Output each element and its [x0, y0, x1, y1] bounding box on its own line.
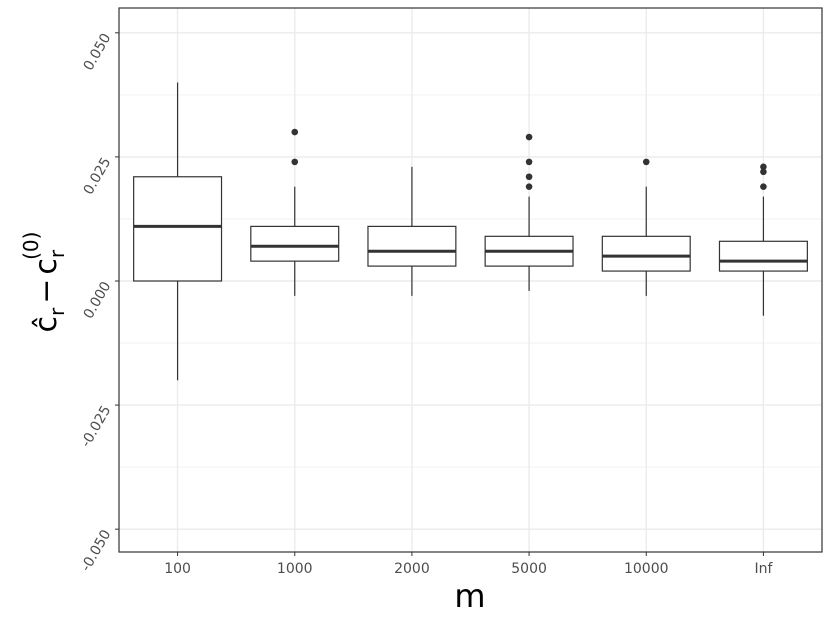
y-label-part: −: [29, 279, 64, 304]
x-tick-label: Inf: [754, 561, 773, 577]
x-tick-label: 100: [164, 561, 191, 577]
x-tick-label: 2000: [394, 561, 430, 577]
y-label-part: ĉ: [29, 316, 64, 333]
box: [250, 225, 340, 262]
box: [718, 240, 808, 272]
y-tick-label: 0.050: [81, 31, 115, 74]
x-tick-label: 1000: [277, 561, 313, 577]
box: [133, 176, 223, 282]
outlier: [642, 158, 650, 166]
y-tick-label: 0.000: [81, 279, 115, 322]
x-tick-label: 10000: [624, 561, 669, 577]
y-tick-label: -0.025: [78, 403, 114, 450]
y-label-part: c: [29, 258, 64, 275]
y-label-part: r: [45, 249, 69, 258]
box: [367, 225, 457, 267]
outlier: [525, 133, 533, 141]
outlier: [760, 163, 767, 171]
outlier: [525, 183, 533, 190]
y-label-part: (0): [19, 232, 43, 260]
y-tick-label: 0.025: [81, 155, 115, 198]
y-tick-label: -0.050: [78, 527, 114, 574]
y-label-part: r: [45, 307, 69, 316]
outlier: [760, 168, 767, 176]
outlier: [760, 183, 767, 190]
outlier: [291, 158, 299, 166]
y-axis-label: ĉr−cr(0): [19, 232, 69, 333]
outlier: [291, 128, 299, 136]
panel-border: [118, 7, 823, 553]
outlier: [525, 158, 533, 166]
x-tick-label: 5000: [511, 561, 547, 577]
box: [601, 235, 691, 272]
x-axis-label: m: [454, 577, 485, 615]
outlier: [525, 173, 533, 181]
